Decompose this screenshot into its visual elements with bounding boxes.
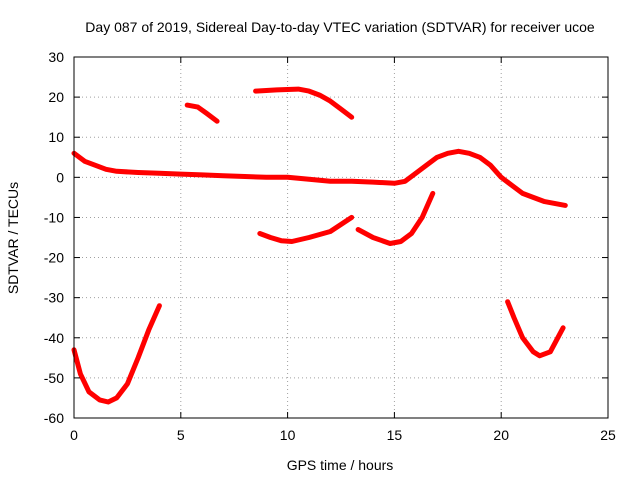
y-tick-label: -60: [44, 410, 64, 426]
series-arc-6: [71, 303, 162, 405]
y-tick-label: 0: [56, 169, 64, 185]
tick-layer: 0 5 10 15 20 25 -60 -50 -40 -30 -20 -10 0 10 20 30: [44, 49, 616, 443]
plot-frame: [73, 56, 609, 419]
x-tick-label: 20: [493, 427, 509, 443]
x-tick-label: 25: [600, 427, 616, 443]
series-arc-1: [71, 148, 568, 208]
y-tick-label: 30: [48, 49, 64, 65]
y-tick-label: 10: [48, 129, 64, 145]
y-tick-label: -20: [44, 250, 64, 266]
x-tick-label: 0: [70, 427, 78, 443]
series-arc-3: [253, 86, 355, 120]
series-arc-4: [257, 214, 355, 244]
y-tick-label: 20: [48, 89, 64, 105]
series-arc-5: [355, 190, 436, 246]
x-tick-label: 15: [387, 427, 403, 443]
series-arc-2: [184, 102, 220, 124]
grid-layer: [74, 57, 608, 418]
chart-title: Day 087 of 2019, Sidereal Day-to-day VTE…: [85, 19, 595, 35]
y-tick-label: -50: [44, 370, 64, 386]
series-layer: [71, 86, 568, 405]
y-tick-label: -10: [44, 209, 64, 225]
y-tick-label: -40: [44, 330, 64, 346]
y-axis-label: SDTVAR / TECUs: [5, 182, 21, 294]
x-tick-label: 10: [280, 427, 296, 443]
x-tick-label: 5: [177, 427, 185, 443]
y-tick-label: -30: [44, 290, 64, 306]
x-axis-label: GPS time / hours: [287, 457, 394, 473]
series-arc-7: [505, 299, 566, 359]
